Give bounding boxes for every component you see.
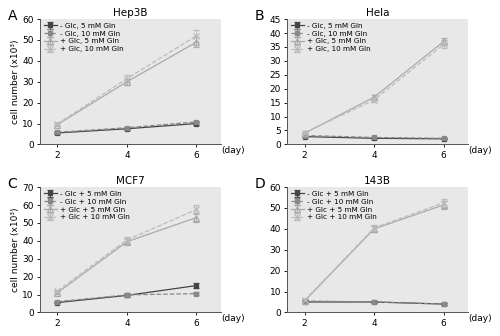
Text: (day): (day) [468, 146, 491, 155]
Legend: - Glc, 5 mM Gln, - Glc, 10 mM Gln, + Glc, 5 mM Gln, + Glc, 10 mM Gln: - Glc, 5 mM Gln, - Glc, 10 mM Gln, + Glc… [42, 21, 124, 54]
Title: Hela: Hela [366, 8, 390, 18]
Text: B: B [254, 9, 264, 23]
Title: MCF7: MCF7 [116, 176, 145, 186]
Legend: - Glc + 5 mM Gln, - Glc + 10 mM Gln, + Glc + 5 mM Gln, + Glc + 10 mM Gln: - Glc + 5 mM Gln, - Glc + 10 mM Gln, + G… [42, 189, 130, 222]
Legend: - Glc, 5 mM Gln, - Glc, 10 mM Gln, + Glc, 5 mM Gln, + Glc, 10 mM Gln: - Glc, 5 mM Gln, - Glc, 10 mM Gln, + Glc… [290, 21, 372, 54]
Text: A: A [8, 9, 17, 23]
Text: (day): (day) [468, 314, 491, 323]
Text: D: D [254, 177, 266, 191]
Text: (day): (day) [221, 146, 244, 155]
Text: (day): (day) [221, 314, 244, 323]
Y-axis label: cell number (x10³): cell number (x10³) [10, 208, 20, 292]
Title: Hep3B: Hep3B [113, 8, 148, 18]
Y-axis label: cell number (x10³): cell number (x10³) [10, 40, 20, 124]
Text: C: C [8, 177, 17, 191]
Title: 143B: 143B [364, 176, 391, 186]
Legend: - Glc + 5 mM Gln, - Glc + 10 mM Gln, + Glc + 5 mM Gln, + Glc + 10 mM Gln: - Glc + 5 mM Gln, - Glc + 10 mM Gln, + G… [290, 189, 378, 222]
